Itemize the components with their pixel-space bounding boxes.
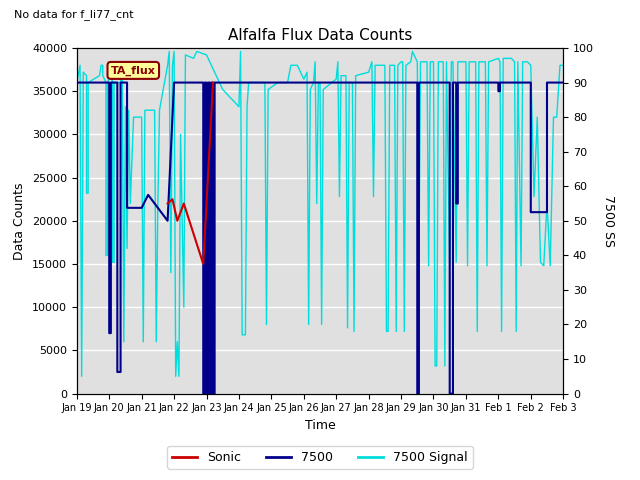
X-axis label: Time: Time bbox=[305, 419, 335, 432]
Y-axis label: Data Counts: Data Counts bbox=[13, 182, 26, 260]
Legend: Sonic, 7500, 7500 Signal: Sonic, 7500, 7500 Signal bbox=[167, 446, 473, 469]
Y-axis label: 7500 SS: 7500 SS bbox=[602, 195, 615, 247]
Text: No data for f_li77_cnt: No data for f_li77_cnt bbox=[13, 10, 133, 20]
Text: TA_flux: TA_flux bbox=[111, 65, 156, 75]
Title: Alfalfa Flux Data Counts: Alfalfa Flux Data Counts bbox=[228, 28, 412, 43]
